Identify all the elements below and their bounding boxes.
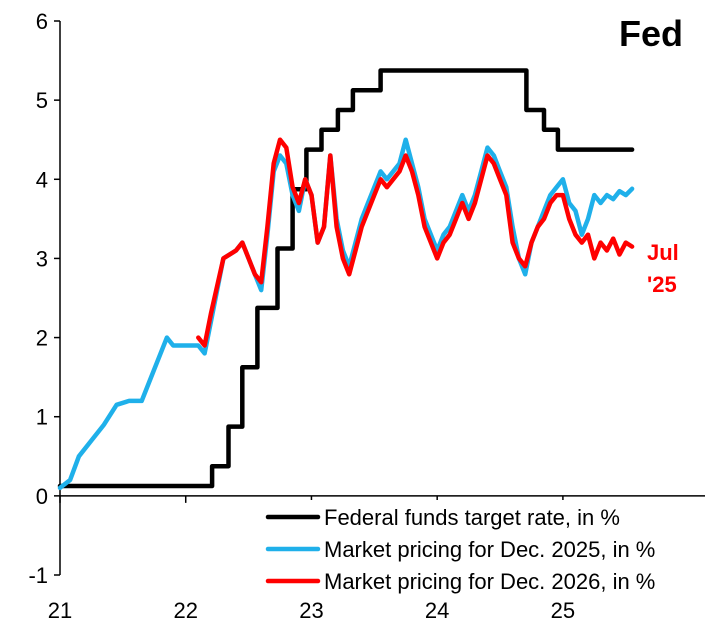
legend-background: [255, 500, 710, 596]
end-annotation: Jul '25: [647, 240, 679, 297]
x-tick-label: 25: [551, 598, 575, 623]
x-tick-label: 22: [173, 598, 197, 623]
legend-label-1: Federal funds target rate, in %: [324, 505, 620, 530]
y-tick-label: 1: [36, 405, 48, 430]
series-line-1: [57, 68, 635, 489]
legend-label-2: Market pricing for Dec. 2025, in %: [324, 537, 655, 562]
x-tick-label: 21: [48, 598, 72, 623]
y-tick-label: -1: [28, 563, 48, 588]
plot-series: [57, 68, 635, 491]
y-tick-label: 2: [36, 326, 48, 351]
annotation-text: '25: [647, 272, 677, 297]
series-line-2: [57, 137, 635, 491]
y-tick-label: 0: [36, 484, 48, 509]
y-tick-label: 5: [36, 88, 48, 113]
y-tick-label: 4: [36, 167, 48, 192]
x-tick-label: 24: [425, 598, 449, 623]
legend: Federal funds target rate, in % Market pr…: [255, 500, 710, 596]
chart-title: Fed: [619, 13, 683, 54]
legend-label-3: Market pricing for Dec. 2026, in %: [324, 569, 655, 594]
annotation-text: Jul: [647, 240, 679, 265]
x-tick-label: 23: [299, 598, 323, 623]
y-tick-label: 6: [36, 9, 48, 34]
y-tick-label: 3: [36, 246, 48, 271]
series-line-3: [196, 137, 635, 348]
axes: [54, 20, 705, 576]
